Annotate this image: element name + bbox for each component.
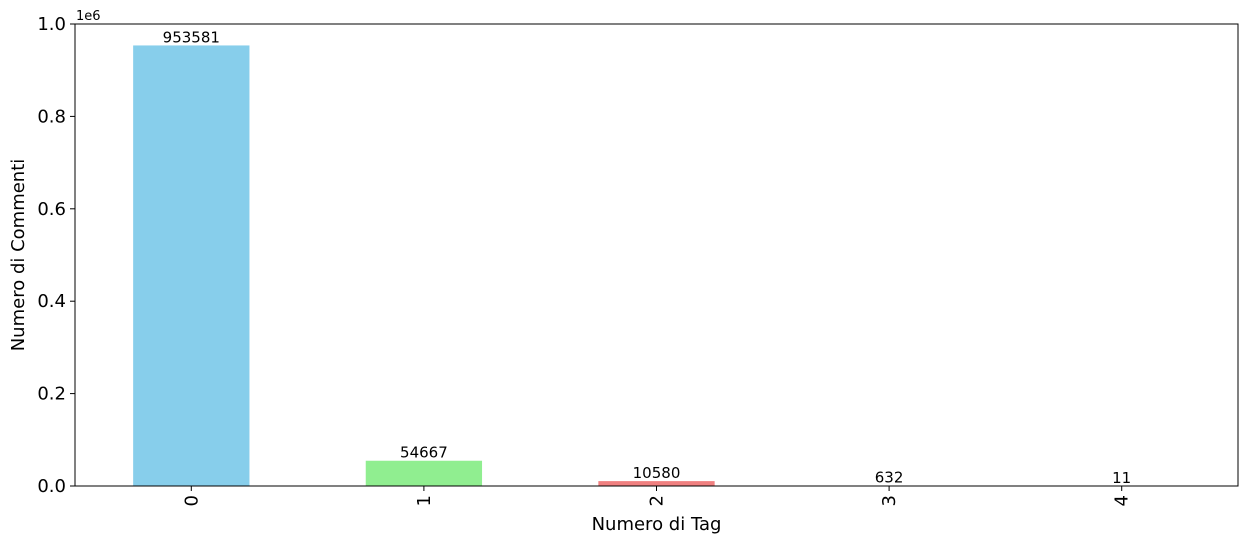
bar-value-label: 632 <box>875 469 904 487</box>
x-axis-label: Numero di Tag <box>592 514 722 535</box>
y-axis-label: Numero di Commenti <box>8 159 29 352</box>
y-tick-label: 1.0 <box>37 14 66 35</box>
bar-2 <box>598 481 715 486</box>
y-tick-label: 0.6 <box>37 199 66 220</box>
x-tick-label: 3 <box>879 495 900 506</box>
bar-value-label: 953581 <box>163 28 220 46</box>
x-tick-label: 0 <box>181 495 202 506</box>
plot-frame <box>74 23 1239 487</box>
bar-value-label: 11 <box>1112 469 1131 487</box>
bar-1 <box>365 460 483 486</box>
y-tick-label: 0.4 <box>37 291 66 312</box>
y-axis: 0.0 0.2 0.4 0.6 0.8 1.0 <box>37 14 75 497</box>
data-labels-group: 953581 54667 10580 632 11 <box>163 28 1132 487</box>
bar-value-label: 54667 <box>400 444 448 462</box>
y-axis-offset-label: 1e6 <box>76 9 101 24</box>
bar-value-label: 10580 <box>633 464 681 482</box>
x-axis: 0 1 2 3 4 <box>181 486 1133 506</box>
y-tick-label: 0.2 <box>37 384 66 405</box>
y-tick-label: 0.8 <box>37 106 66 127</box>
x-tick-label: 2 <box>647 495 668 506</box>
y-tick-label: 0.0 <box>37 476 66 497</box>
x-tick-label: 1 <box>414 495 435 506</box>
x-tick-label: 4 <box>1112 495 1133 506</box>
bar-0 <box>133 45 250 486</box>
bars-group <box>133 45 1180 486</box>
